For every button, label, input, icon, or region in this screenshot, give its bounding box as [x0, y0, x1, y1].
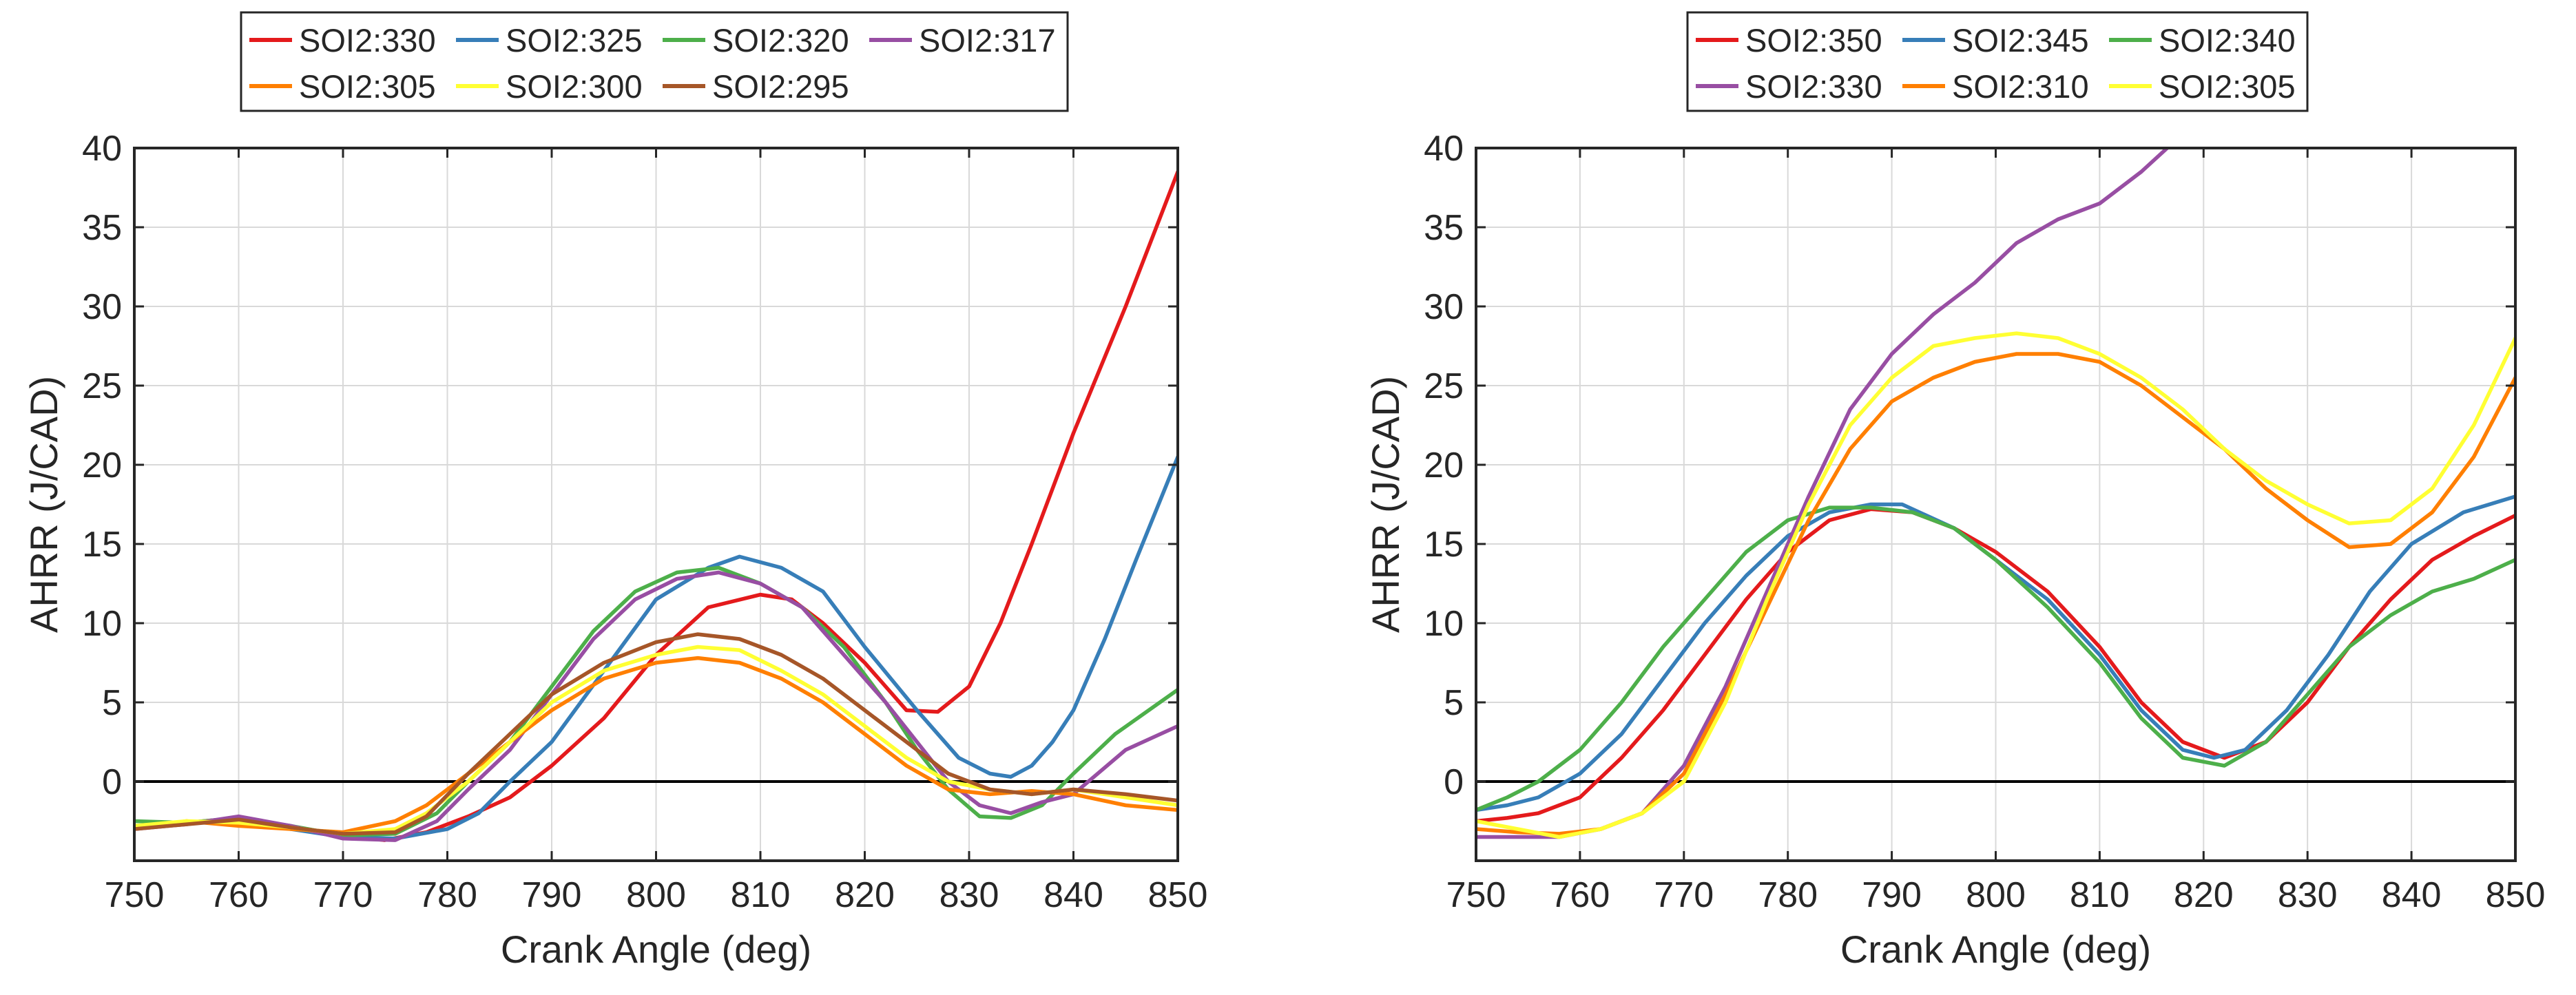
- x-tick-label: 770: [313, 875, 373, 915]
- legend-label: SOI2:310: [1952, 68, 2089, 105]
- chart-panel-2: 750 760 770 780 790 800 810 820 830 840 850 0 5 10 15 2…: [1364, 11, 2546, 971]
- y-tick-label: 5: [102, 683, 122, 723]
- x-tick-label: 750: [105, 875, 165, 915]
- series-group: [1476, 148, 2515, 839]
- y-tick-label: 25: [82, 366, 122, 406]
- x-tick-label: 780: [417, 875, 477, 915]
- x-tick-label: 820: [2174, 875, 2234, 915]
- x-tick-label: 820: [835, 875, 895, 915]
- x-axis-label: Crank Angle (deg): [501, 928, 811, 971]
- legend: SOI2:350 SOI2:345 SOI2:340 SOI2:330 SOI2:310…: [1686, 11, 2309, 112]
- y-tick-label: 15: [1424, 525, 1464, 565]
- y-tick-label: 0: [102, 762, 122, 802]
- x-tick-label: 800: [1966, 875, 2026, 915]
- series-group: [134, 169, 1178, 842]
- x-tick-label: 780: [1758, 875, 1818, 915]
- legend-label: SOI2:330: [299, 22, 436, 59]
- y-tick-label: 20: [82, 446, 122, 485]
- chart-panel-1: 750 760 770 780 790 800 810 820 830 840 850 0 5 10 15 2…: [22, 11, 1208, 971]
- y-axis-label: AHRR (J/CAD): [22, 376, 65, 633]
- y-axis-label: AHRR (J/CAD): [1364, 376, 1407, 633]
- x-tick-label: 790: [1862, 875, 1922, 915]
- legend-label: SOI2:317: [919, 22, 1056, 59]
- x-axis-label: Crank Angle (deg): [1840, 928, 2151, 971]
- legend-label: SOI2:305: [2159, 68, 2296, 105]
- y-tick-label: 0: [1444, 762, 1464, 802]
- x-tick-label: 810: [731, 875, 791, 915]
- x-tick-label: 840: [2382, 875, 2442, 915]
- y-tick-label: 15: [82, 525, 122, 565]
- y-tick-label: 10: [1424, 604, 1464, 644]
- y-tick-label: 5: [1444, 683, 1464, 723]
- y-tick-label: 10: [82, 604, 122, 644]
- x-tick-label: 770: [1654, 875, 1714, 915]
- series-line-soi2-295: [134, 632, 1178, 836]
- x-tick-label: 790: [522, 875, 582, 915]
- series-line-soi2-305: [1476, 331, 2515, 839]
- y-tick-label: 35: [1424, 208, 1464, 248]
- x-tick-label: 800: [626, 875, 686, 915]
- legend-label: SOI2:295: [712, 68, 849, 105]
- legend-label: SOI2:325: [506, 22, 643, 59]
- y-tick-label: 30: [82, 287, 122, 327]
- legend-label: SOI2:320: [712, 22, 849, 59]
- legend-label: SOI2:350: [1745, 22, 1882, 59]
- y-tick-label: 20: [1424, 446, 1464, 485]
- x-tick-label: 760: [1550, 875, 1610, 915]
- series-line-soi2-340: [1476, 505, 2515, 813]
- x-tick-label: 830: [2278, 875, 2338, 915]
- y-tick-label: 40: [82, 129, 122, 169]
- legend: SOI2:330 SOI2:325 SOI2:320 SOI2:317 SOI2:305…: [240, 11, 1069, 112]
- legend-label: SOI2:305: [299, 68, 436, 105]
- legend-label: SOI2:300: [506, 68, 643, 105]
- legend-label: SOI2:345: [1952, 22, 2089, 59]
- x-tick-label: 850: [1148, 875, 1208, 915]
- x-tick-label: 810: [2070, 875, 2130, 915]
- legend-box: [1686, 11, 2309, 112]
- legend-box: [240, 11, 1069, 112]
- y-tick-label: 25: [1424, 366, 1464, 406]
- series-line-soi2-317: [134, 570, 1178, 842]
- x-tick-label: 760: [209, 875, 269, 915]
- x-tick-label: 850: [2486, 875, 2546, 915]
- x-tick-label: 840: [1043, 875, 1103, 915]
- y-tick-label: 35: [82, 208, 122, 248]
- legend-label: SOI2:340: [2159, 22, 2296, 59]
- legend-label: SOI2:330: [1745, 68, 1882, 105]
- x-tick-label: 830: [939, 875, 999, 915]
- y-tick-label: 30: [1424, 287, 1464, 327]
- x-tick-label: 750: [1446, 875, 1506, 915]
- y-tick-label: 40: [1424, 129, 1464, 169]
